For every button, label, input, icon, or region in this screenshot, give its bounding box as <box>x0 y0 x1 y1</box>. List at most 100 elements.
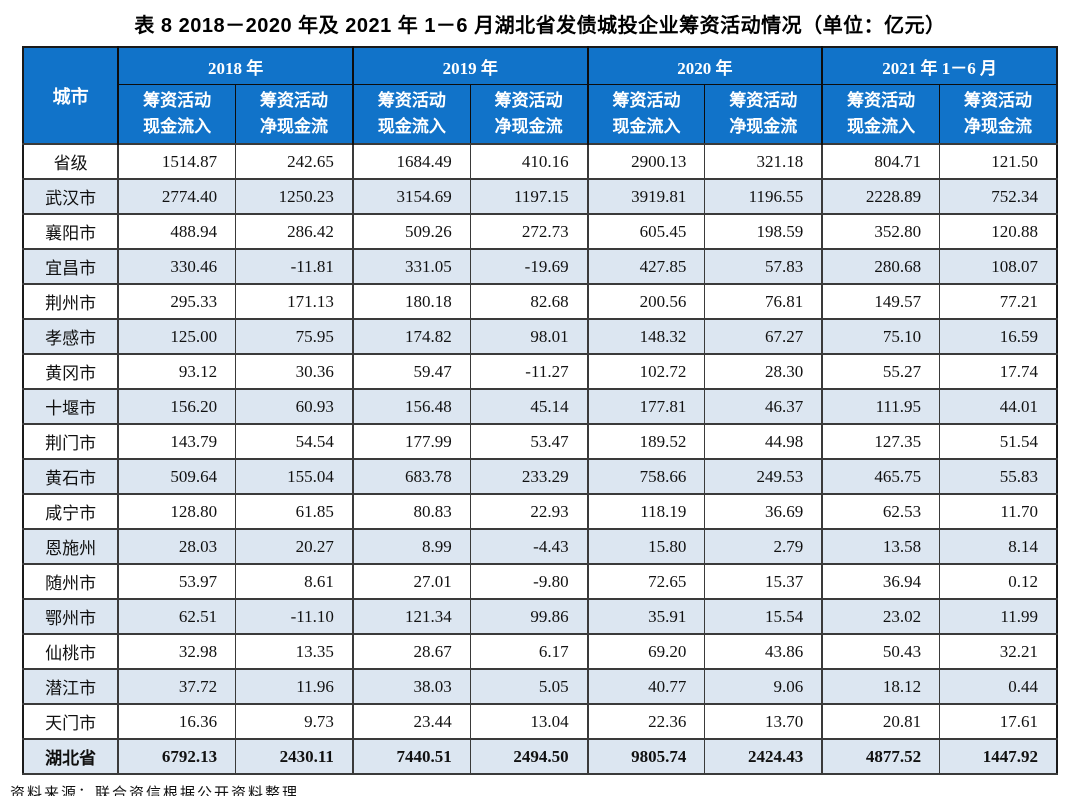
value-cell: 2494.50 <box>469 738 589 775</box>
value-cell: 125.00 <box>117 318 237 355</box>
table-row: 潜江市 37.72 11.96 38.03 5.05 40.77 9.06 18.12 0.44 <box>22 668 1058 705</box>
value-cell: 6792.13 <box>117 738 237 775</box>
table-row: 孝感市 125.00 75.95 174.82 98.01 148.32 67.27 75.1… <box>22 318 1058 355</box>
value-cell: 1684.49 <box>351 143 471 180</box>
value-cell: 111.95 <box>821 388 941 425</box>
value-cell: 11.99 <box>939 598 1058 635</box>
value-cell: 57.83 <box>704 248 823 285</box>
value-cell: 280.68 <box>821 248 941 285</box>
city-cell: 咸宁市 <box>22 493 120 530</box>
value-cell: 683.78 <box>351 458 471 495</box>
value-cell: 13.35 <box>235 633 354 670</box>
value-cell: 2900.13 <box>586 143 706 180</box>
value-cell: 0.12 <box>939 563 1058 600</box>
value-cell: 171.13 <box>235 283 354 320</box>
value-cell: 61.85 <box>235 493 354 530</box>
city-cell: 恩施州 <box>22 528 120 565</box>
value-cell: 156.48 <box>351 388 471 425</box>
value-cell: -19.69 <box>469 248 589 285</box>
total-row: 湖北省 6792.13 2430.11 7440.51 2494.50 9805.74 24… <box>22 738 1058 775</box>
value-cell: 143.79 <box>117 423 237 460</box>
value-cell: 5.05 <box>469 668 589 705</box>
value-cell: 121.34 <box>351 598 471 635</box>
value-cell: 804.71 <box>821 143 941 180</box>
value-cell: 148.32 <box>586 318 706 355</box>
city-cell: 荆门市 <box>22 423 120 460</box>
value-cell: 28.30 <box>704 353 823 390</box>
value-cell: 13.04 <box>469 703 589 740</box>
value-cell: 509.26 <box>351 213 471 250</box>
value-cell: -9.80 <box>469 563 589 600</box>
table-row: 黄冈市 93.12 30.36 59.47 -11.27 102.72 28.30 55.27… <box>22 353 1058 390</box>
subheader-3-cash-inflow: 筹资活动 现金流入 <box>586 84 706 145</box>
city-cell: 省级 <box>22 143 120 180</box>
table-row: 恩施州 28.03 20.27 8.99 -4.43 15.80 2.79 13.58 8.14 <box>22 528 1058 565</box>
value-cell: 27.01 <box>351 563 471 600</box>
value-cell: 1447.92 <box>939 738 1058 775</box>
value-cell: 752.34 <box>939 178 1058 215</box>
value-cell: 120.88 <box>939 213 1058 250</box>
value-cell: 60.93 <box>235 388 354 425</box>
header-year-row: 城市 2018 年 2019 年 2020 年 2021 年 1－6 月 <box>22 46 1058 145</box>
value-cell: 35.91 <box>586 598 706 635</box>
value-cell: 8.99 <box>351 528 471 565</box>
value-cell: 22.93 <box>469 493 589 530</box>
value-cell: 180.18 <box>351 283 471 320</box>
subheader-1-net-cash-flow: 筹资活动 净现金流 <box>235 84 354 145</box>
value-cell: 249.53 <box>704 458 823 495</box>
table-title: 表 8 2018－2020 年及 2021 年 1－6 月湖北省发债城投企业筹资… <box>134 15 946 37</box>
table-row: 咸宁市 128.80 61.85 80.83 22.93 118.19 36.69 62.53… <box>22 493 1058 530</box>
value-cell: 46.37 <box>704 388 823 425</box>
value-cell: 2774.40 <box>117 178 237 215</box>
value-cell: 16.59 <box>939 318 1058 355</box>
value-cell: 330.46 <box>117 248 237 285</box>
value-cell: 72.65 <box>586 563 706 600</box>
city-cell: 荆州市 <box>22 283 120 320</box>
value-cell: 2430.11 <box>235 738 354 775</box>
value-cell: 38.03 <box>351 668 471 705</box>
value-cell: 605.45 <box>586 213 706 250</box>
table-row: 十堰市 156.20 60.93 156.48 45.14 177.81 46.37 111.… <box>22 388 1058 425</box>
value-cell: 233.29 <box>469 458 589 495</box>
value-cell: 37.72 <box>117 668 237 705</box>
value-cell: 127.35 <box>821 423 941 460</box>
value-cell: 15.80 <box>586 528 706 565</box>
value-cell: 75.10 <box>821 318 941 355</box>
table-row: 荆门市 143.79 54.54 177.99 53.47 189.52 44.98 127.… <box>22 423 1058 460</box>
city-cell: 湖北省 <box>22 738 120 775</box>
subheader-2-cash-inflow: 筹资活动 现金流入 <box>351 84 471 145</box>
value-cell: -11.10 <box>235 598 354 635</box>
value-cell: 62.53 <box>821 493 941 530</box>
value-cell: 44.01 <box>939 388 1058 425</box>
value-cell: 99.86 <box>469 598 589 635</box>
value-cell: 80.83 <box>351 493 471 530</box>
value-cell: 13.70 <box>704 703 823 740</box>
value-cell: 53.47 <box>469 423 589 460</box>
table-header: 城市 2018 年 2019 年 2020 年 2021 年 1－6 月 筹资活动 现… <box>22 46 1058 145</box>
subheader-1-cash-inflow: 筹资活动 现金流入 <box>117 84 237 145</box>
city-cell: 潜江市 <box>22 668 120 705</box>
table-row: 省级 1514.87 242.65 1684.49 410.16 2900.13 321.1… <box>22 143 1058 180</box>
value-cell: 45.14 <box>469 388 589 425</box>
value-cell: 9.06 <box>704 668 823 705</box>
city-cell: 天门市 <box>22 703 120 740</box>
value-cell: 44.98 <box>704 423 823 460</box>
city-cell: 鄂州市 <box>22 598 120 635</box>
value-cell: 53.97 <box>117 563 237 600</box>
value-cell: 488.94 <box>117 213 237 250</box>
value-cell: 149.57 <box>821 283 941 320</box>
value-cell: 20.27 <box>235 528 354 565</box>
value-cell: -11.27 <box>469 353 589 390</box>
value-cell: 50.43 <box>821 633 941 670</box>
table-row: 天门市 16.36 9.73 23.44 13.04 22.36 13.70 20.81 17.… <box>22 703 1058 740</box>
value-cell: 509.64 <box>117 458 237 495</box>
value-cell: 156.20 <box>117 388 237 425</box>
value-cell: 16.36 <box>117 703 237 740</box>
city-cell: 黄冈市 <box>22 353 120 390</box>
city-cell: 随州市 <box>22 563 120 600</box>
value-cell: 331.05 <box>351 248 471 285</box>
value-cell: -11.81 <box>235 248 354 285</box>
table-row: 鄂州市 62.51 -11.10 121.34 99.86 35.91 15.54 23.02… <box>22 598 1058 635</box>
value-cell: 32.98 <box>117 633 237 670</box>
year-group-header-1: 2018 年 <box>117 46 354 85</box>
